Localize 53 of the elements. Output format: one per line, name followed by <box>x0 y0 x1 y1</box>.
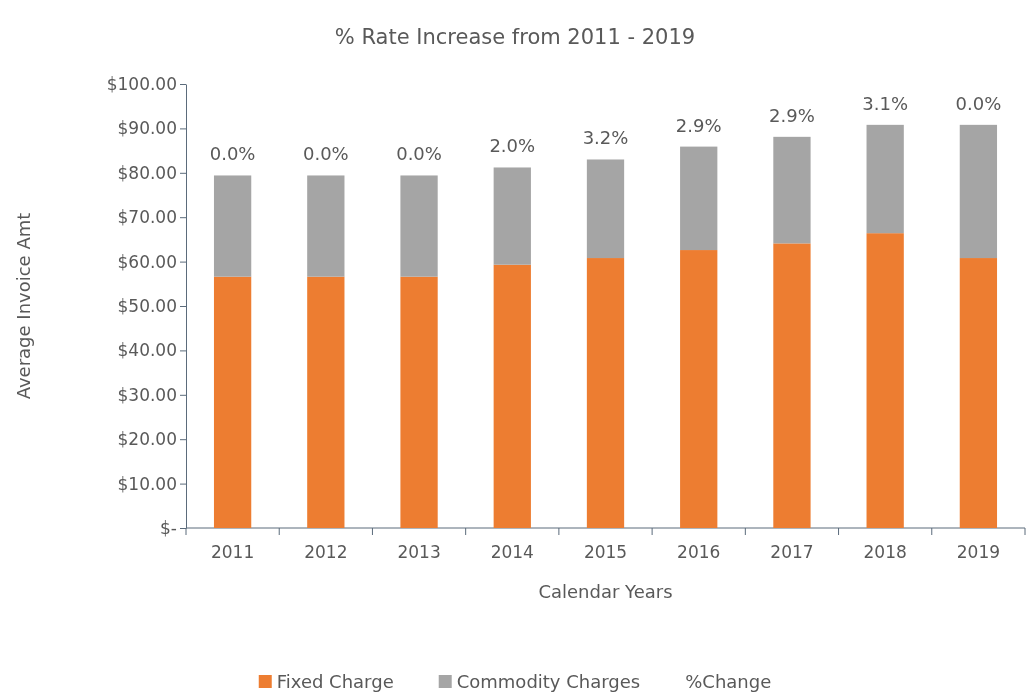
x-tick-label: 2018 <box>863 542 907 563</box>
y-tick-label: $10.00 <box>117 473 177 494</box>
y-axis-title: Average Invoice Amt <box>13 212 34 400</box>
y-tick-label: $50.00 <box>117 295 177 316</box>
bar <box>866 124 904 234</box>
bar <box>213 276 252 528</box>
bar <box>773 243 811 528</box>
chart-title: % Rate Increase from 2011 - 2019 <box>334 25 696 49</box>
annotation: 2.0% <box>489 135 536 157</box>
annotation: 3.2% <box>582 127 629 149</box>
bar <box>959 258 998 528</box>
x-tick-label: 2016 <box>677 542 721 563</box>
bar <box>400 175 438 277</box>
annotation: 0.0% <box>302 143 349 165</box>
x-axis-title: Calendar Years <box>538 581 673 602</box>
bar <box>680 250 718 528</box>
annotation: 3.1% <box>862 92 909 114</box>
y-tick-label: $30.00 <box>117 384 177 405</box>
annotation: 0.0% <box>396 143 442 165</box>
bar <box>866 233 904 528</box>
x-tick-label: 2012 <box>304 542 348 563</box>
bar <box>680 146 718 251</box>
x-tick-label: 2017 <box>770 542 814 563</box>
bar <box>773 136 811 244</box>
bar <box>493 264 531 528</box>
bar <box>586 159 625 259</box>
bar <box>493 167 531 265</box>
legend-label: Fixed Charge <box>276 671 394 692</box>
y-tick-label: $70.00 <box>117 207 177 228</box>
annotation: 2.9% <box>675 114 722 136</box>
x-tick-label: 2015 <box>583 542 628 563</box>
bar <box>400 276 438 528</box>
y-tick-label: $60.00 <box>117 251 177 272</box>
y-tick-label: $20.00 <box>117 429 177 450</box>
x-tick-label: 2014 <box>490 542 534 563</box>
bar <box>586 258 625 528</box>
x-tick-label: 2019 <box>956 542 1001 563</box>
bar <box>959 124 998 259</box>
annotation: 0.0% <box>209 143 256 165</box>
y-tick-label: $90.00 <box>117 118 177 139</box>
legend-label: Commodity Charges <box>456 671 641 692</box>
text: %Change <box>685 671 772 692</box>
y-tick-label: $40.00 <box>117 340 177 361</box>
annotation: 0.0% <box>955 92 1002 114</box>
y-tick-label: $100.00 <box>106 73 177 94</box>
bar <box>307 175 345 277</box>
annotation: 2.9% <box>769 104 815 126</box>
bar <box>213 175 252 277</box>
bar <box>307 276 345 528</box>
x-tick-label: 2011 <box>210 542 255 563</box>
y-tick-label: $- <box>160 517 177 538</box>
y-tick-label: $80.00 <box>117 162 177 183</box>
x-tick-label: 2013 <box>397 542 441 563</box>
